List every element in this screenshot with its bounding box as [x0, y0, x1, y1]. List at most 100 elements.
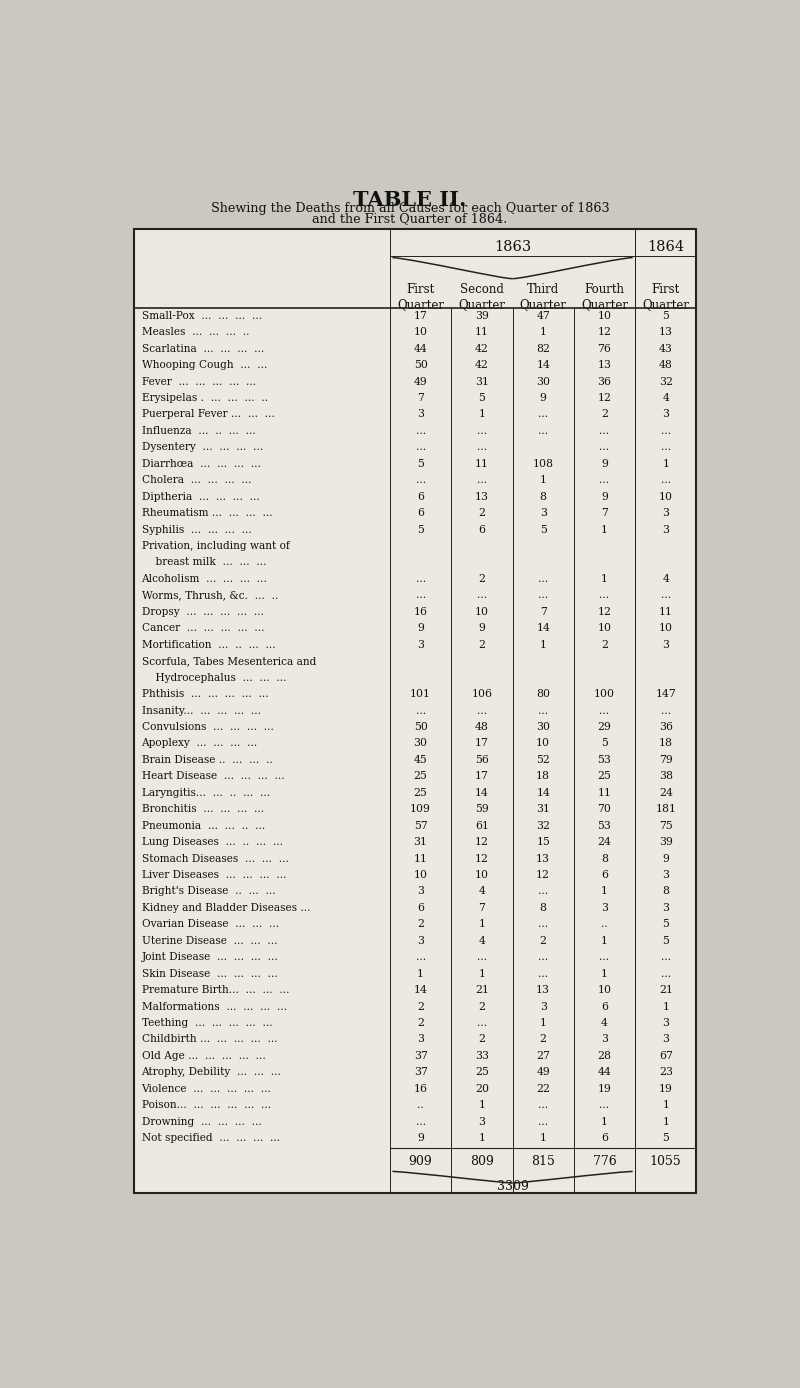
Text: ...: ... [415, 952, 426, 962]
Text: 10: 10 [414, 328, 428, 337]
Text: Whooping Cough  ...  ...: Whooping Cough ... ... [142, 359, 267, 371]
Text: 36: 36 [658, 722, 673, 731]
Text: ...: ... [538, 426, 548, 436]
Text: 2: 2 [417, 1002, 424, 1012]
Text: 67: 67 [659, 1051, 673, 1060]
Text: 70: 70 [598, 804, 611, 815]
Text: Uterine Disease  ...  ...  ...: Uterine Disease ... ... ... [142, 936, 277, 945]
Text: 10: 10 [598, 985, 611, 995]
Text: 8: 8 [601, 854, 608, 863]
Text: 109: 109 [410, 804, 431, 815]
Text: 79: 79 [659, 755, 673, 765]
Text: ...: ... [599, 443, 610, 452]
Text: 106: 106 [471, 688, 493, 700]
Text: 1: 1 [601, 969, 608, 979]
Text: 2: 2 [540, 936, 546, 945]
Text: 11: 11 [598, 788, 611, 798]
Text: ...: ... [661, 969, 671, 979]
Text: Second: Second [460, 283, 504, 296]
Text: 2: 2 [478, 640, 486, 650]
Text: 17: 17 [475, 738, 489, 748]
Text: 809: 809 [470, 1155, 494, 1169]
Text: Premature Birth...  ...  ...  ...: Premature Birth... ... ... ... [142, 985, 289, 995]
Text: 5: 5 [662, 1133, 670, 1144]
Text: ...: ... [538, 590, 548, 601]
Text: Bronchitis  ...  ...  ...  ...: Bronchitis ... ... ... ... [142, 804, 264, 815]
Text: ...: ... [415, 1116, 426, 1127]
Text: 147: 147 [655, 688, 676, 700]
Text: TABLE II.: TABLE II. [354, 190, 466, 210]
Text: 11: 11 [475, 328, 489, 337]
Text: Dropsy  ...  ...  ...  ...  ...: Dropsy ... ... ... ... ... [142, 607, 263, 616]
Text: Apoplexy  ...  ...  ...  ...: Apoplexy ... ... ... ... [142, 738, 258, 748]
Text: 1: 1 [540, 1133, 546, 1144]
Text: 42: 42 [475, 344, 489, 354]
Text: 5: 5 [417, 525, 424, 534]
Text: ...: ... [477, 590, 487, 601]
Text: 24: 24 [659, 788, 673, 798]
Text: and the First Quarter of 1864.: and the First Quarter of 1864. [312, 212, 508, 225]
Text: 53: 53 [598, 755, 611, 765]
Text: 9: 9 [417, 1133, 424, 1144]
Text: 33: 33 [475, 1051, 489, 1060]
Text: 47: 47 [536, 311, 550, 321]
Text: 1: 1 [662, 1116, 670, 1127]
Text: Privation, including want of: Privation, including want of [142, 541, 290, 551]
Text: Hydrocephalus  ...  ...  ...: Hydrocephalus ... ... ... [142, 673, 286, 683]
Text: 2: 2 [478, 508, 486, 518]
Text: ...: ... [538, 409, 548, 419]
Text: Rheumatism ...  ...  ...  ...: Rheumatism ... ... ... ... [142, 508, 272, 518]
Text: 7: 7 [601, 508, 608, 518]
Text: Quarter: Quarter [397, 298, 444, 311]
Text: 61: 61 [475, 820, 489, 830]
Text: 25: 25 [598, 772, 611, 781]
Text: 31: 31 [475, 376, 489, 387]
Text: 18: 18 [658, 738, 673, 748]
Text: 1: 1 [540, 640, 546, 650]
Text: 19: 19 [659, 1084, 673, 1094]
Text: 7: 7 [540, 607, 546, 616]
Text: 30: 30 [414, 738, 428, 748]
Text: 815: 815 [531, 1155, 555, 1169]
Text: ...: ... [415, 575, 426, 584]
Text: 44: 44 [598, 1067, 611, 1077]
Text: Ovarian Disease  ...  ...  ...: Ovarian Disease ... ... ... [142, 919, 278, 930]
Text: ...: ... [599, 952, 610, 962]
Text: 27: 27 [536, 1051, 550, 1060]
Text: 9: 9 [662, 854, 670, 863]
Text: Diptheria  ...  ...  ...  ...: Diptheria ... ... ... ... [142, 491, 259, 501]
Text: 2: 2 [601, 640, 608, 650]
Text: ...: ... [599, 426, 610, 436]
Text: 13: 13 [536, 854, 550, 863]
Text: 3: 3 [417, 640, 424, 650]
Text: 3: 3 [662, 640, 670, 650]
Text: 12: 12 [536, 870, 550, 880]
Text: Phthisis  ...  ...  ...  ...  ...: Phthisis ... ... ... ... ... [142, 688, 268, 700]
Text: 3: 3 [662, 1017, 670, 1029]
Text: Cholera  ...  ...  ...  ...: Cholera ... ... ... ... [142, 475, 251, 486]
Text: 2: 2 [540, 1034, 546, 1044]
Text: 1: 1 [540, 475, 546, 486]
Text: 1: 1 [662, 1101, 670, 1110]
Text: 4: 4 [662, 393, 670, 403]
Text: 5: 5 [417, 459, 424, 469]
Text: 57: 57 [414, 820, 427, 830]
Text: 42: 42 [475, 359, 489, 371]
Text: 2: 2 [478, 1002, 486, 1012]
Text: 17: 17 [414, 311, 427, 321]
Text: 8: 8 [662, 887, 670, 897]
Text: 1: 1 [601, 525, 608, 534]
Text: 49: 49 [414, 376, 427, 387]
Text: ...: ... [599, 475, 610, 486]
Text: Kidney and Bladder Diseases ...: Kidney and Bladder Diseases ... [142, 902, 310, 913]
Text: 1: 1 [662, 459, 670, 469]
Text: Childbirth ...  ...  ...  ...  ...: Childbirth ... ... ... ... ... [142, 1034, 277, 1044]
Text: 1: 1 [417, 969, 424, 979]
Text: 17: 17 [475, 772, 489, 781]
Text: 3: 3 [478, 1116, 486, 1127]
Text: First: First [406, 283, 434, 296]
Text: 9: 9 [540, 393, 546, 403]
Text: 80: 80 [536, 688, 550, 700]
Text: Shewing the Deaths from all Causes for each Quarter of 1863: Shewing the Deaths from all Causes for e… [210, 201, 610, 215]
Text: 8: 8 [540, 491, 546, 501]
